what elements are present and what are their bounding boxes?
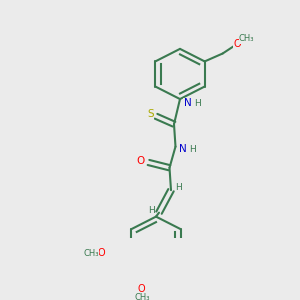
Text: S: S bbox=[147, 109, 154, 119]
Text: O: O bbox=[234, 39, 242, 49]
Text: CH₃: CH₃ bbox=[83, 249, 99, 258]
Text: O: O bbox=[137, 156, 145, 166]
Text: CH₃: CH₃ bbox=[239, 34, 254, 43]
Text: H: H bbox=[175, 183, 182, 192]
Text: H: H bbox=[148, 206, 155, 214]
Text: N: N bbox=[184, 98, 191, 108]
Text: O: O bbox=[98, 248, 105, 258]
Text: N: N bbox=[179, 144, 187, 154]
Text: O: O bbox=[137, 284, 145, 294]
Text: H: H bbox=[194, 99, 201, 108]
Text: H: H bbox=[190, 145, 196, 154]
Text: CH₃: CH₃ bbox=[135, 293, 150, 300]
